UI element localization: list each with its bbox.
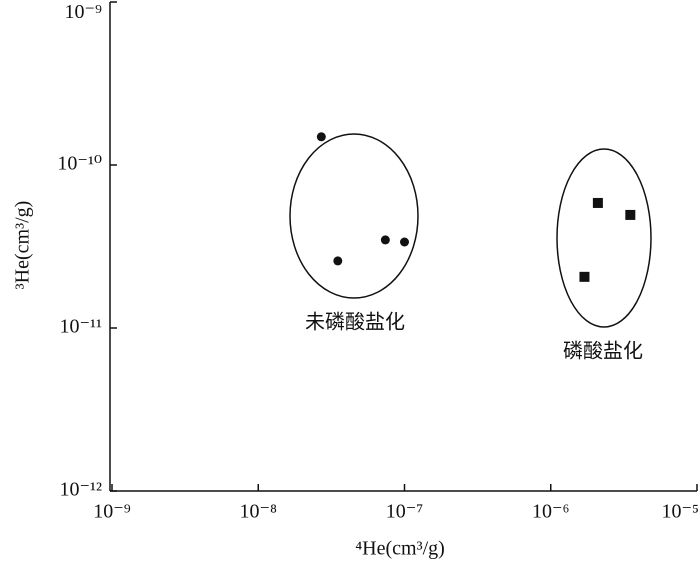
x-tick-label: 10⁻⁹ [93,501,131,523]
y-tick-label: 10⁻¹¹ [59,316,102,338]
point [592,197,603,208]
y-tick-label: 10⁻⁹ [64,1,102,23]
group-outline [556,148,652,328]
y-tick-label: 10⁻¹⁰ [57,153,102,175]
group-label: 磷酸盐化 [563,339,643,363]
point [316,132,326,142]
y-tick-label: 10⁻¹² [59,479,102,501]
x-tick-label: 10⁻⁶ [532,501,570,523]
x-tick-label: 10⁻⁷ [386,501,424,523]
x-axis-label: ⁴He(cm³/g) [355,538,445,560]
x-tick-label: 10⁻⁵ [661,501,699,523]
point [333,256,343,266]
point [380,235,390,245]
group-outline [289,133,419,299]
y-axis-label: ³He(cm³/g) [12,201,34,290]
group-label: 未磷酸盐化 [305,310,405,334]
point [400,237,409,247]
point [625,209,636,220]
x-tick-label: 10⁻⁸ [239,501,277,523]
point [579,271,590,282]
